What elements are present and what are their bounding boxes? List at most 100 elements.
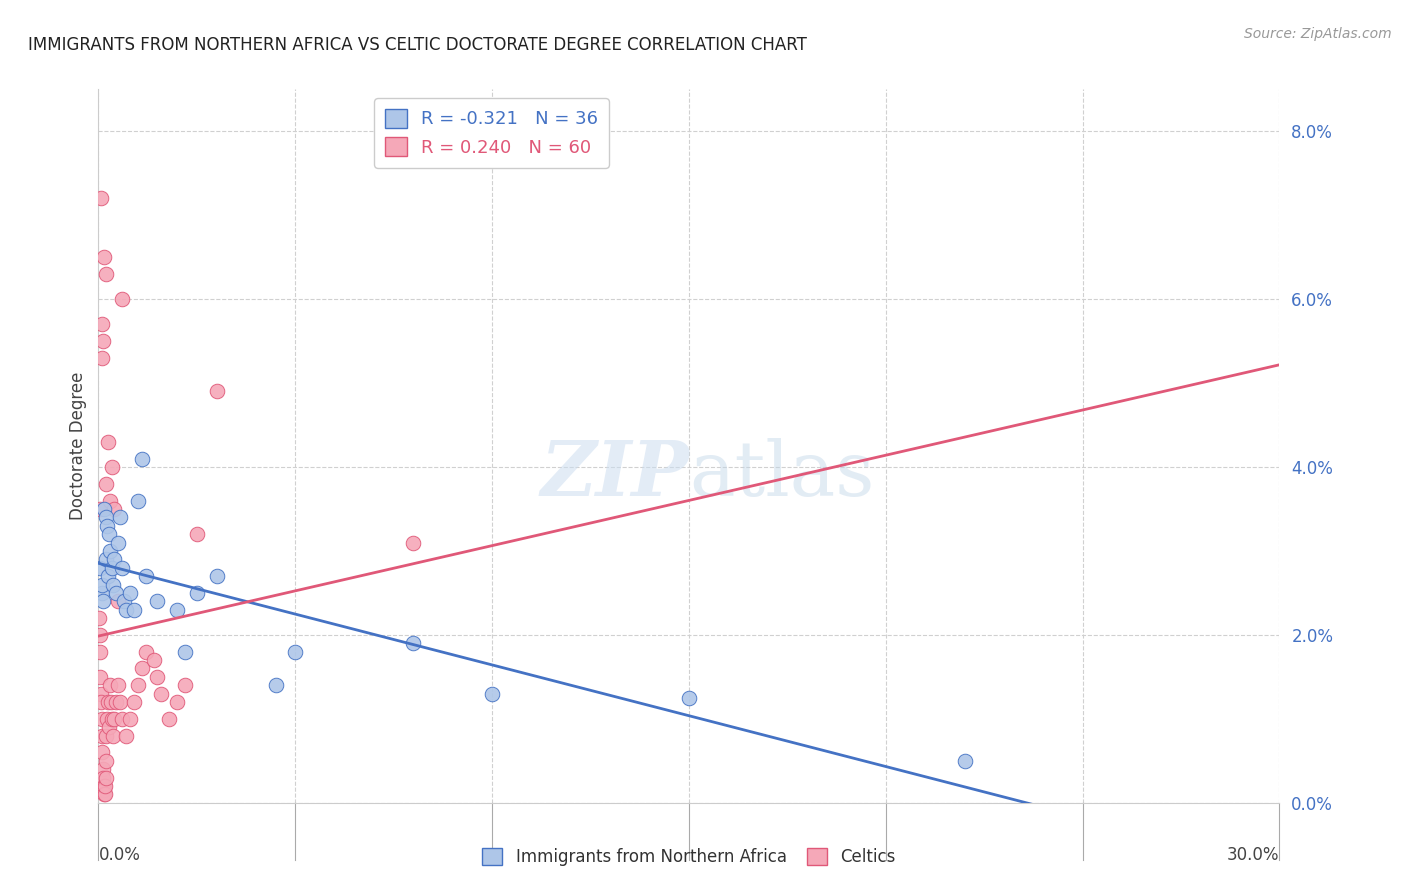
Point [90, 687, 112, 701]
Point [131, 661, 153, 675]
Point [98, 678, 121, 692]
Point [112, 594, 135, 608]
Point [127, 493, 149, 508]
Point [186, 586, 208, 600]
Point [101, 712, 124, 726]
Point [146, 670, 169, 684]
Point [93, 779, 115, 793]
Point [105, 586, 128, 600]
Point [103, 552, 125, 566]
Point [402, 535, 425, 549]
Text: atlas: atlas [689, 438, 875, 511]
Point [103, 729, 125, 743]
Point [142, 653, 165, 667]
Point [93, 783, 115, 797]
Point [107, 678, 129, 692]
Point [174, 678, 197, 692]
Point [90, 695, 112, 709]
Point [94, 754, 117, 768]
Point [108, 695, 131, 709]
Point [98, 527, 121, 541]
Point [96, 518, 118, 533]
Point [90, 586, 112, 600]
Point [115, 603, 138, 617]
Point [166, 695, 188, 709]
Point [100, 695, 122, 709]
Point [89, 645, 111, 659]
Point [96, 729, 118, 743]
Point [94, 510, 117, 524]
Point [205, 569, 228, 583]
Point [97, 695, 120, 709]
Point [157, 712, 180, 726]
Point [93, 788, 115, 802]
Point [89, 560, 111, 574]
Point [111, 560, 134, 574]
Point [93, 788, 115, 802]
Point [97, 569, 120, 583]
Point [96, 476, 118, 491]
Point [101, 460, 124, 475]
Point [166, 603, 188, 617]
Point [98, 544, 121, 558]
Point [678, 690, 700, 705]
Point [91, 771, 114, 785]
Y-axis label: Doctorate Degree: Doctorate Degree [69, 372, 87, 520]
Point [96, 712, 118, 726]
Point [91, 746, 114, 760]
Point [91, 318, 114, 332]
Point [103, 712, 125, 726]
Text: Source: ZipAtlas.com: Source: ZipAtlas.com [1244, 27, 1392, 41]
Point [89, 628, 111, 642]
Point [93, 250, 115, 264]
Point [94, 771, 117, 785]
Point [115, 729, 138, 743]
Text: ZIP: ZIP [540, 438, 689, 511]
Point [103, 502, 125, 516]
Point [98, 493, 121, 508]
Point [94, 779, 117, 793]
Point [96, 552, 118, 566]
Point [146, 594, 169, 608]
Point [122, 603, 145, 617]
Point [118, 586, 141, 600]
Point [91, 594, 114, 608]
Point [93, 502, 115, 516]
Point [127, 678, 149, 692]
Point [264, 678, 287, 692]
Point [103, 577, 125, 591]
Point [122, 695, 145, 709]
Text: IMMIGRANTS FROM NORTHERN AFRICA VS CELTIC DOCTORATE DEGREE CORRELATION CHART: IMMIGRANTS FROM NORTHERN AFRICA VS CELTI… [28, 36, 807, 54]
Point [108, 510, 131, 524]
Legend: Immigrants from Northern Africa, Celtics: Immigrants from Northern Africa, Celtics [475, 841, 903, 873]
Point [89, 502, 111, 516]
Point [150, 687, 173, 701]
Point [174, 645, 197, 659]
Point [91, 577, 114, 591]
Point [90, 191, 112, 205]
Point [89, 670, 111, 684]
Text: 30.0%: 30.0% [1227, 846, 1279, 863]
Point [89, 611, 111, 625]
Point [135, 569, 157, 583]
Point [131, 451, 153, 466]
Point [118, 712, 141, 726]
Text: 0.0%: 0.0% [98, 846, 141, 863]
Point [90, 351, 112, 365]
Point [105, 695, 128, 709]
Point [107, 535, 129, 549]
Point [402, 636, 425, 650]
Point [98, 720, 121, 734]
Point [111, 292, 134, 306]
Point [90, 712, 112, 726]
Point [101, 560, 124, 574]
Point [91, 729, 114, 743]
Point [91, 762, 114, 776]
Point [953, 754, 976, 768]
Point [205, 384, 228, 399]
Point [135, 645, 157, 659]
Point [107, 594, 129, 608]
Point [284, 645, 307, 659]
Point [186, 527, 208, 541]
Point [111, 712, 134, 726]
